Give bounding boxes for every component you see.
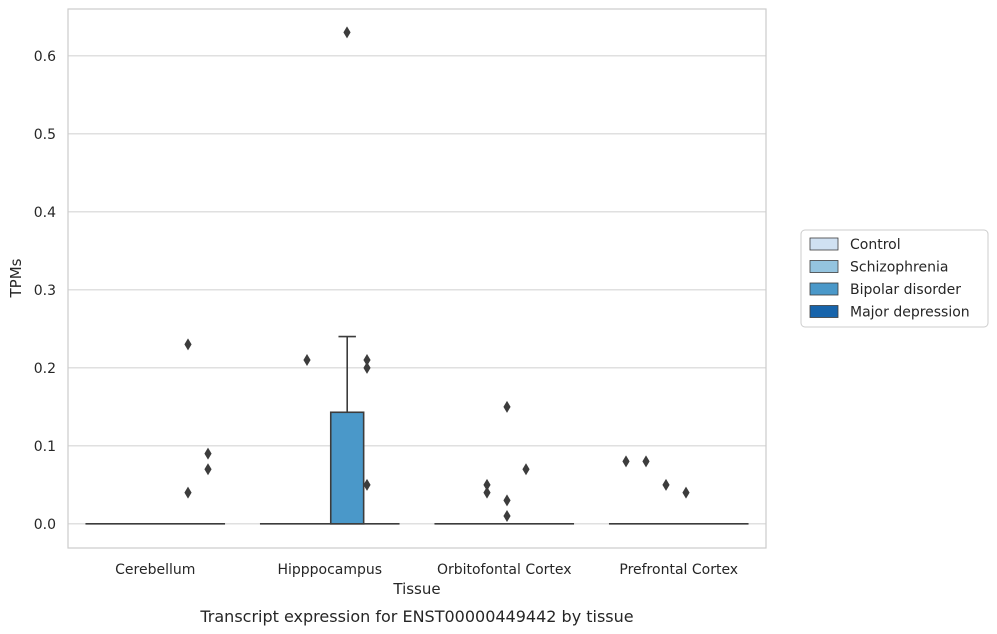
legend-swatch [809, 282, 839, 296]
outlier-point [204, 447, 212, 460]
x-tick-label: Orbitofontal Cortex [437, 562, 572, 578]
outlier-point [184, 338, 192, 351]
box-body [329, 411, 365, 525]
legend-swatch [809, 305, 839, 318]
legend-item: Schizophrenia [809, 260, 948, 276]
x-tick-label: Prefrontal Cortex [619, 562, 738, 578]
legend-label: Schizophrenia [850, 260, 948, 276]
outlier-point [642, 455, 650, 468]
outlier-point [184, 486, 192, 499]
legend-frame [800, 229, 989, 328]
y-tick-label: 0.4 [34, 205, 56, 221]
x-axis: Cerebellum Hipppocampus Orbitofontal Corte… [115, 562, 738, 578]
outlier-point [682, 486, 690, 499]
y-tick-label: 0.1 [34, 439, 56, 455]
x-tick-label: Cerebellum [115, 562, 195, 578]
y-tick-label: 0.6 [34, 49, 56, 65]
box [259, 335, 400, 525]
y-axis: 0.0 0.1 0.2 0.3 0.4 0.5 0.6 [34, 49, 56, 533]
outlier-point [503, 494, 511, 507]
outlier-point [363, 361, 371, 374]
legend-label: Control [850, 237, 901, 253]
legend-item: Major depression [809, 305, 970, 321]
outlier-point [204, 463, 212, 476]
chart-caption: Transcript expression for ENST0000044944… [199, 607, 633, 626]
y-tick-label: 0.5 [34, 127, 56, 143]
y-tick-label: 0.2 [34, 361, 56, 377]
outlier-point [363, 478, 371, 491]
outlier-point [343, 26, 351, 39]
y-tick-label: 0.3 [34, 283, 56, 299]
x-tick-label: Hipppocampus [277, 562, 382, 578]
legend-swatch [809, 260, 839, 273]
legend-label: Major depression [850, 305, 970, 321]
boxes [85, 335, 749, 525]
outlier-point [503, 400, 511, 413]
grid-lines [68, 55, 766, 525]
y-axis-label: TPMs [7, 258, 25, 298]
legend-item: Bipolar disorder [809, 282, 961, 298]
outlier-point [483, 478, 491, 491]
outlier-point [522, 463, 530, 476]
outlier-point [303, 354, 311, 367]
legend: Control Schizophrenia Bipolar disorder Majo… [800, 229, 989, 328]
y-tick-label: 0.0 [34, 517, 56, 533]
outlier-point [483, 486, 491, 499]
outlier-points [184, 26, 690, 523]
outlier-point [363, 354, 371, 367]
outlier-point [503, 510, 511, 523]
legend-item: Control [809, 237, 901, 253]
legend-swatch [809, 237, 839, 251]
legend-label: Bipolar disorder [850, 282, 961, 298]
plot-area [67, 8, 767, 549]
x-axis-label: Tissue [392, 580, 440, 598]
outlier-point [662, 478, 670, 491]
outlier-point [622, 455, 630, 468]
